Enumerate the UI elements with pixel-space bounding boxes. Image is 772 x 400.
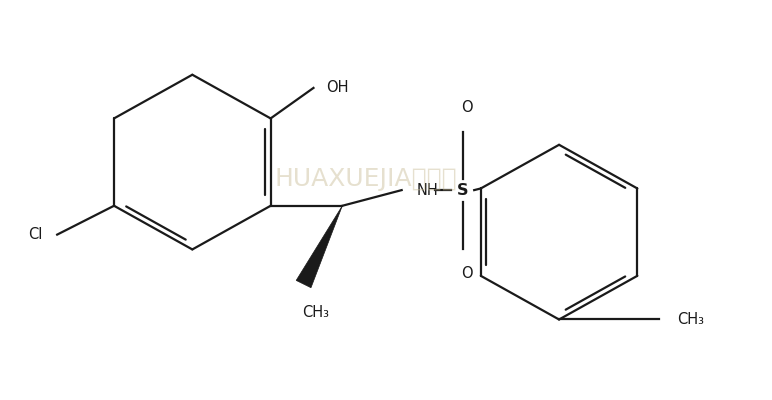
Text: OH: OH <box>326 80 348 96</box>
Text: CH₃: CH₃ <box>677 312 704 327</box>
Text: O: O <box>461 100 472 115</box>
Text: S: S <box>457 183 469 198</box>
Text: O: O <box>461 266 472 281</box>
Text: CH₃: CH₃ <box>303 306 330 320</box>
Text: Cl: Cl <box>28 227 42 242</box>
Polygon shape <box>296 206 342 288</box>
Text: HUAXUEJIA化学加: HUAXUEJIA化学加 <box>274 167 457 191</box>
Text: NH: NH <box>416 183 438 198</box>
